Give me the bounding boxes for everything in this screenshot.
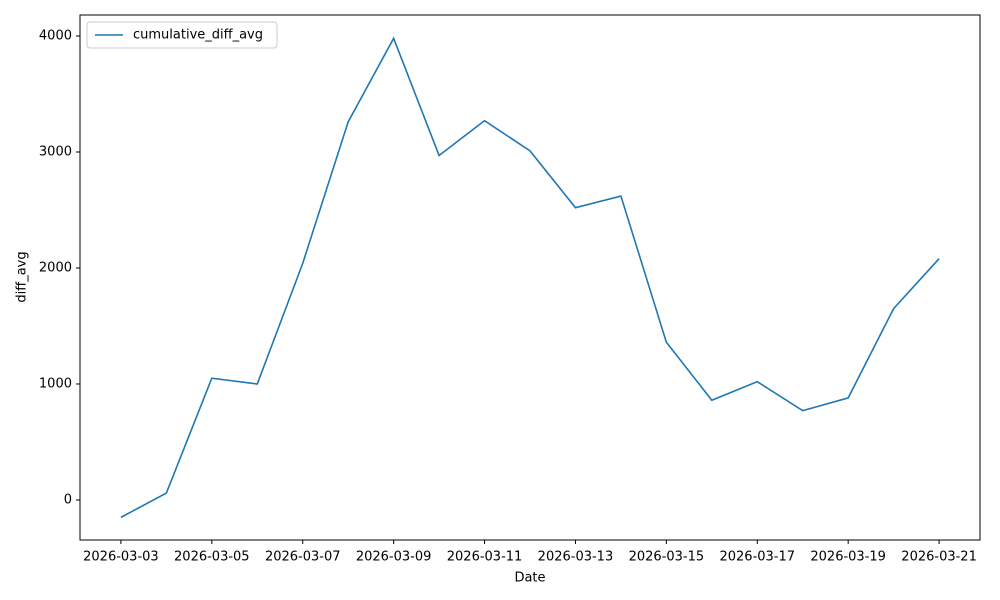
line [120,36,940,519]
y-axis-label: diff_avg [15,251,30,302]
x-tick-label: 2026-03-13 [538,550,614,565]
y-tick-label: 1000 [39,376,72,391]
y-tick-label: 0 [64,492,72,507]
x-tick-label: 2026-03-05 [174,550,250,565]
y-tick-label: 2000 [39,260,72,275]
x-tick-label: 2026-03-15 [629,550,705,565]
x-tick-label: 2026-03-11 [447,550,523,565]
plot-frame [79,14,981,541]
x-tick-label: 2026-03-09 [356,550,432,565]
y-tick-label: 3000 [39,144,72,159]
legend-label: cumulative_diff_avg [133,28,263,43]
y-tick-label: 4000 [39,28,72,43]
x-tick-label: 2026-03-19 [810,550,886,565]
x-tick-label: 2026-03-21 [901,550,977,565]
x-tick-label: 2026-03-07 [265,550,341,565]
legend-box [86,21,278,49]
x-axis-label: Date [514,571,545,586]
x-tick-label: 2026-03-17 [719,550,795,565]
x-tick-label: 2026-03-03 [83,550,159,565]
